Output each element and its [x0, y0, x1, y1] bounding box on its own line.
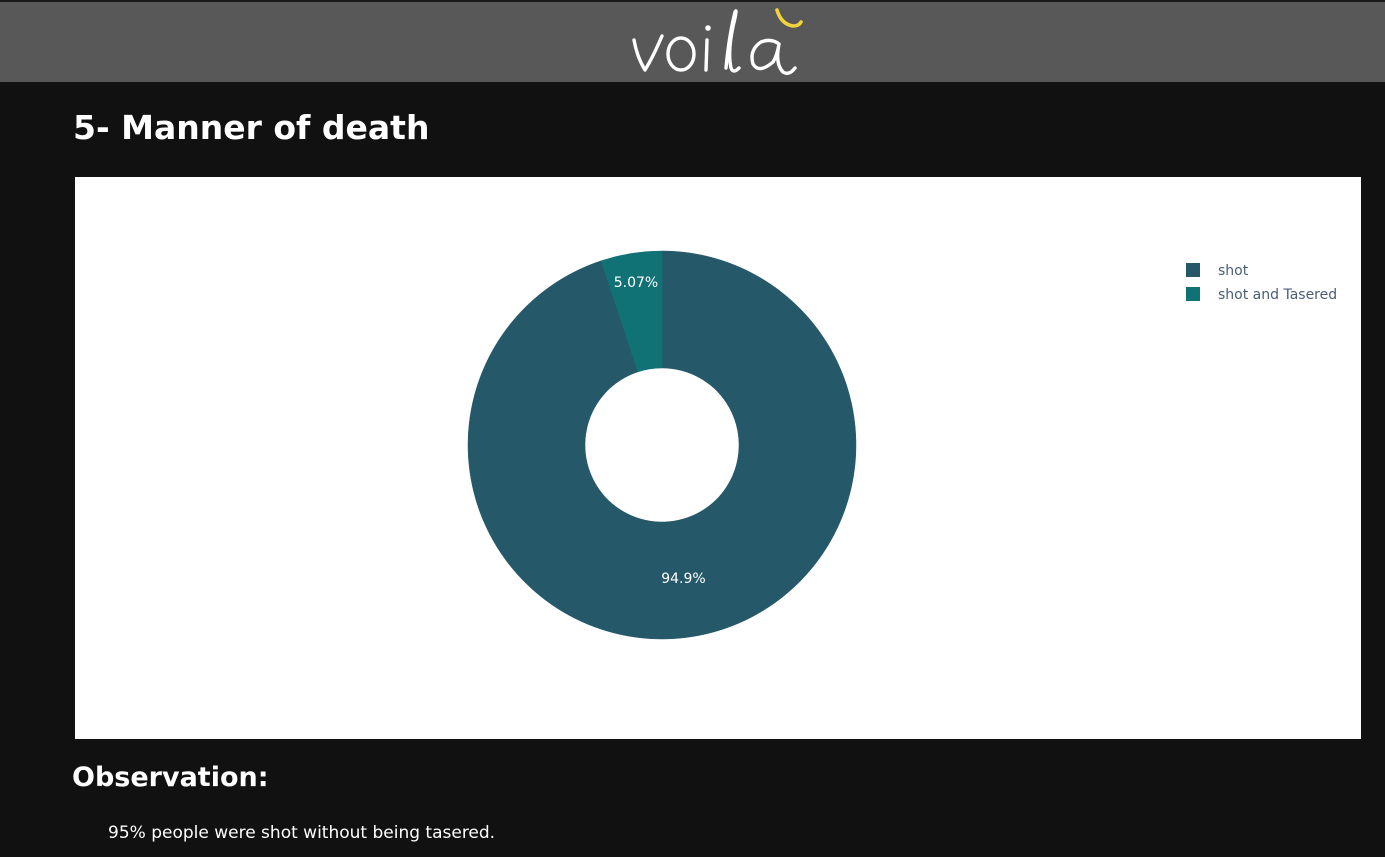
chart-slices — [467, 250, 857, 640]
legend-label[interactable]: shot and Tasered — [1218, 287, 1337, 303]
slice-shot-and-tasered[interactable] — [600, 250, 663, 373]
legend-swatch[interactable] — [1186, 263, 1200, 277]
slice-label: 5.07% — [614, 275, 658, 291]
chart-slice-labels: 94.9% 5.07% — [614, 275, 706, 587]
legend-label[interactable]: shot — [1218, 263, 1249, 279]
section-title: 5- Manner of death — [73, 108, 430, 147]
chart-legend: shot shot and Tasered — [1186, 263, 1337, 303]
legend-swatch[interactable] — [1186, 287, 1200, 301]
app-header — [0, 0, 1385, 82]
voila-logo — [632, 8, 803, 76]
slice-shot[interactable] — [467, 250, 857, 640]
observation-heading: Observation: — [72, 762, 269, 793]
donut-chart: 94.9% 5.07% shot shot and Tasered — [467, 250, 1337, 640]
slice-label: 94.9% — [661, 571, 705, 587]
chart-panel: 94.9% 5.07% shot shot and Tasered — [75, 177, 1361, 739]
observation-text: 95% people were shot without being taser… — [108, 823, 496, 843]
